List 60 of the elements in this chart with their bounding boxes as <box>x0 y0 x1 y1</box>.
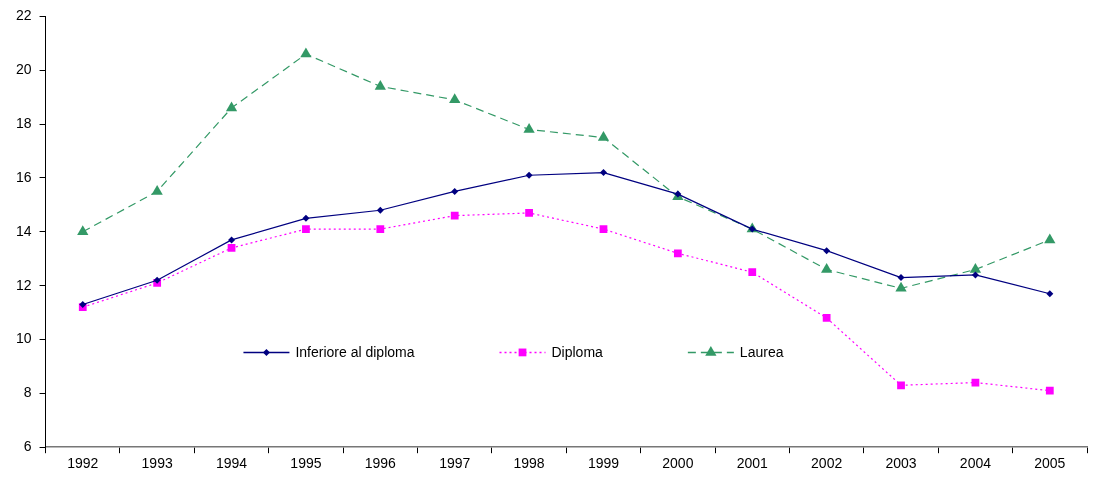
point <box>897 274 905 282</box>
y-tick-label: 16 <box>15 168 32 185</box>
point <box>1044 233 1056 244</box>
point <box>302 214 310 222</box>
x-tick-label: 1999 <box>587 455 620 472</box>
point <box>79 301 87 308</box>
point <box>822 314 831 322</box>
point <box>523 122 535 133</box>
point <box>374 79 386 90</box>
point <box>971 271 979 279</box>
point <box>376 225 385 233</box>
y-tick-label: 18 <box>15 114 32 131</box>
point <box>599 169 607 177</box>
y-tick-label: 22 <box>15 7 32 24</box>
y-tick-label: 6 <box>23 438 32 455</box>
point <box>597 131 610 141</box>
point <box>227 244 236 252</box>
point <box>525 209 533 217</box>
point <box>228 236 236 244</box>
point <box>151 184 163 195</box>
point <box>673 249 682 258</box>
y-tick-label: 20 <box>15 61 32 78</box>
point <box>77 225 89 236</box>
x-tick-label: 2002 <box>811 455 843 472</box>
y-tick-label: 14 <box>15 222 32 239</box>
x-tick-label: 2003 <box>885 455 917 472</box>
x-tick-label: 2000 <box>662 455 694 472</box>
x-tick-label: 1995 <box>290 455 322 472</box>
point <box>748 268 757 277</box>
point <box>1045 386 1054 395</box>
point <box>1046 290 1054 298</box>
point <box>897 381 905 390</box>
x-tick-label: 1997 <box>439 455 471 472</box>
point <box>895 281 907 292</box>
x-tick-label: 1996 <box>364 455 397 472</box>
point <box>449 93 461 104</box>
x-tick-label: 2004 <box>959 455 992 472</box>
y-tick-label: 8 <box>23 384 32 401</box>
y-tick-label: 10 <box>15 330 32 347</box>
point <box>599 225 608 233</box>
x-tick-label: 1993 <box>141 455 173 472</box>
point <box>823 247 831 255</box>
point <box>525 171 533 179</box>
legend-label: Diploma <box>551 344 604 361</box>
x-tick-label: 1998 <box>513 455 545 472</box>
x-tick-label: 2001 <box>736 455 769 472</box>
point <box>451 187 459 195</box>
point <box>300 47 312 58</box>
point <box>376 206 384 214</box>
y-tick-label: 12 <box>15 276 32 293</box>
point <box>450 211 459 220</box>
point <box>821 263 833 273</box>
x-tick-label: 1992 <box>67 455 99 472</box>
legend-label: Laurea <box>739 344 784 361</box>
legend-label: Inferiore al diploma <box>295 344 415 361</box>
x-tick-label: 2005 <box>1034 455 1066 472</box>
point <box>225 101 238 112</box>
x-tick-label: 1994 <box>215 455 248 472</box>
point <box>302 225 310 233</box>
point <box>969 263 982 273</box>
